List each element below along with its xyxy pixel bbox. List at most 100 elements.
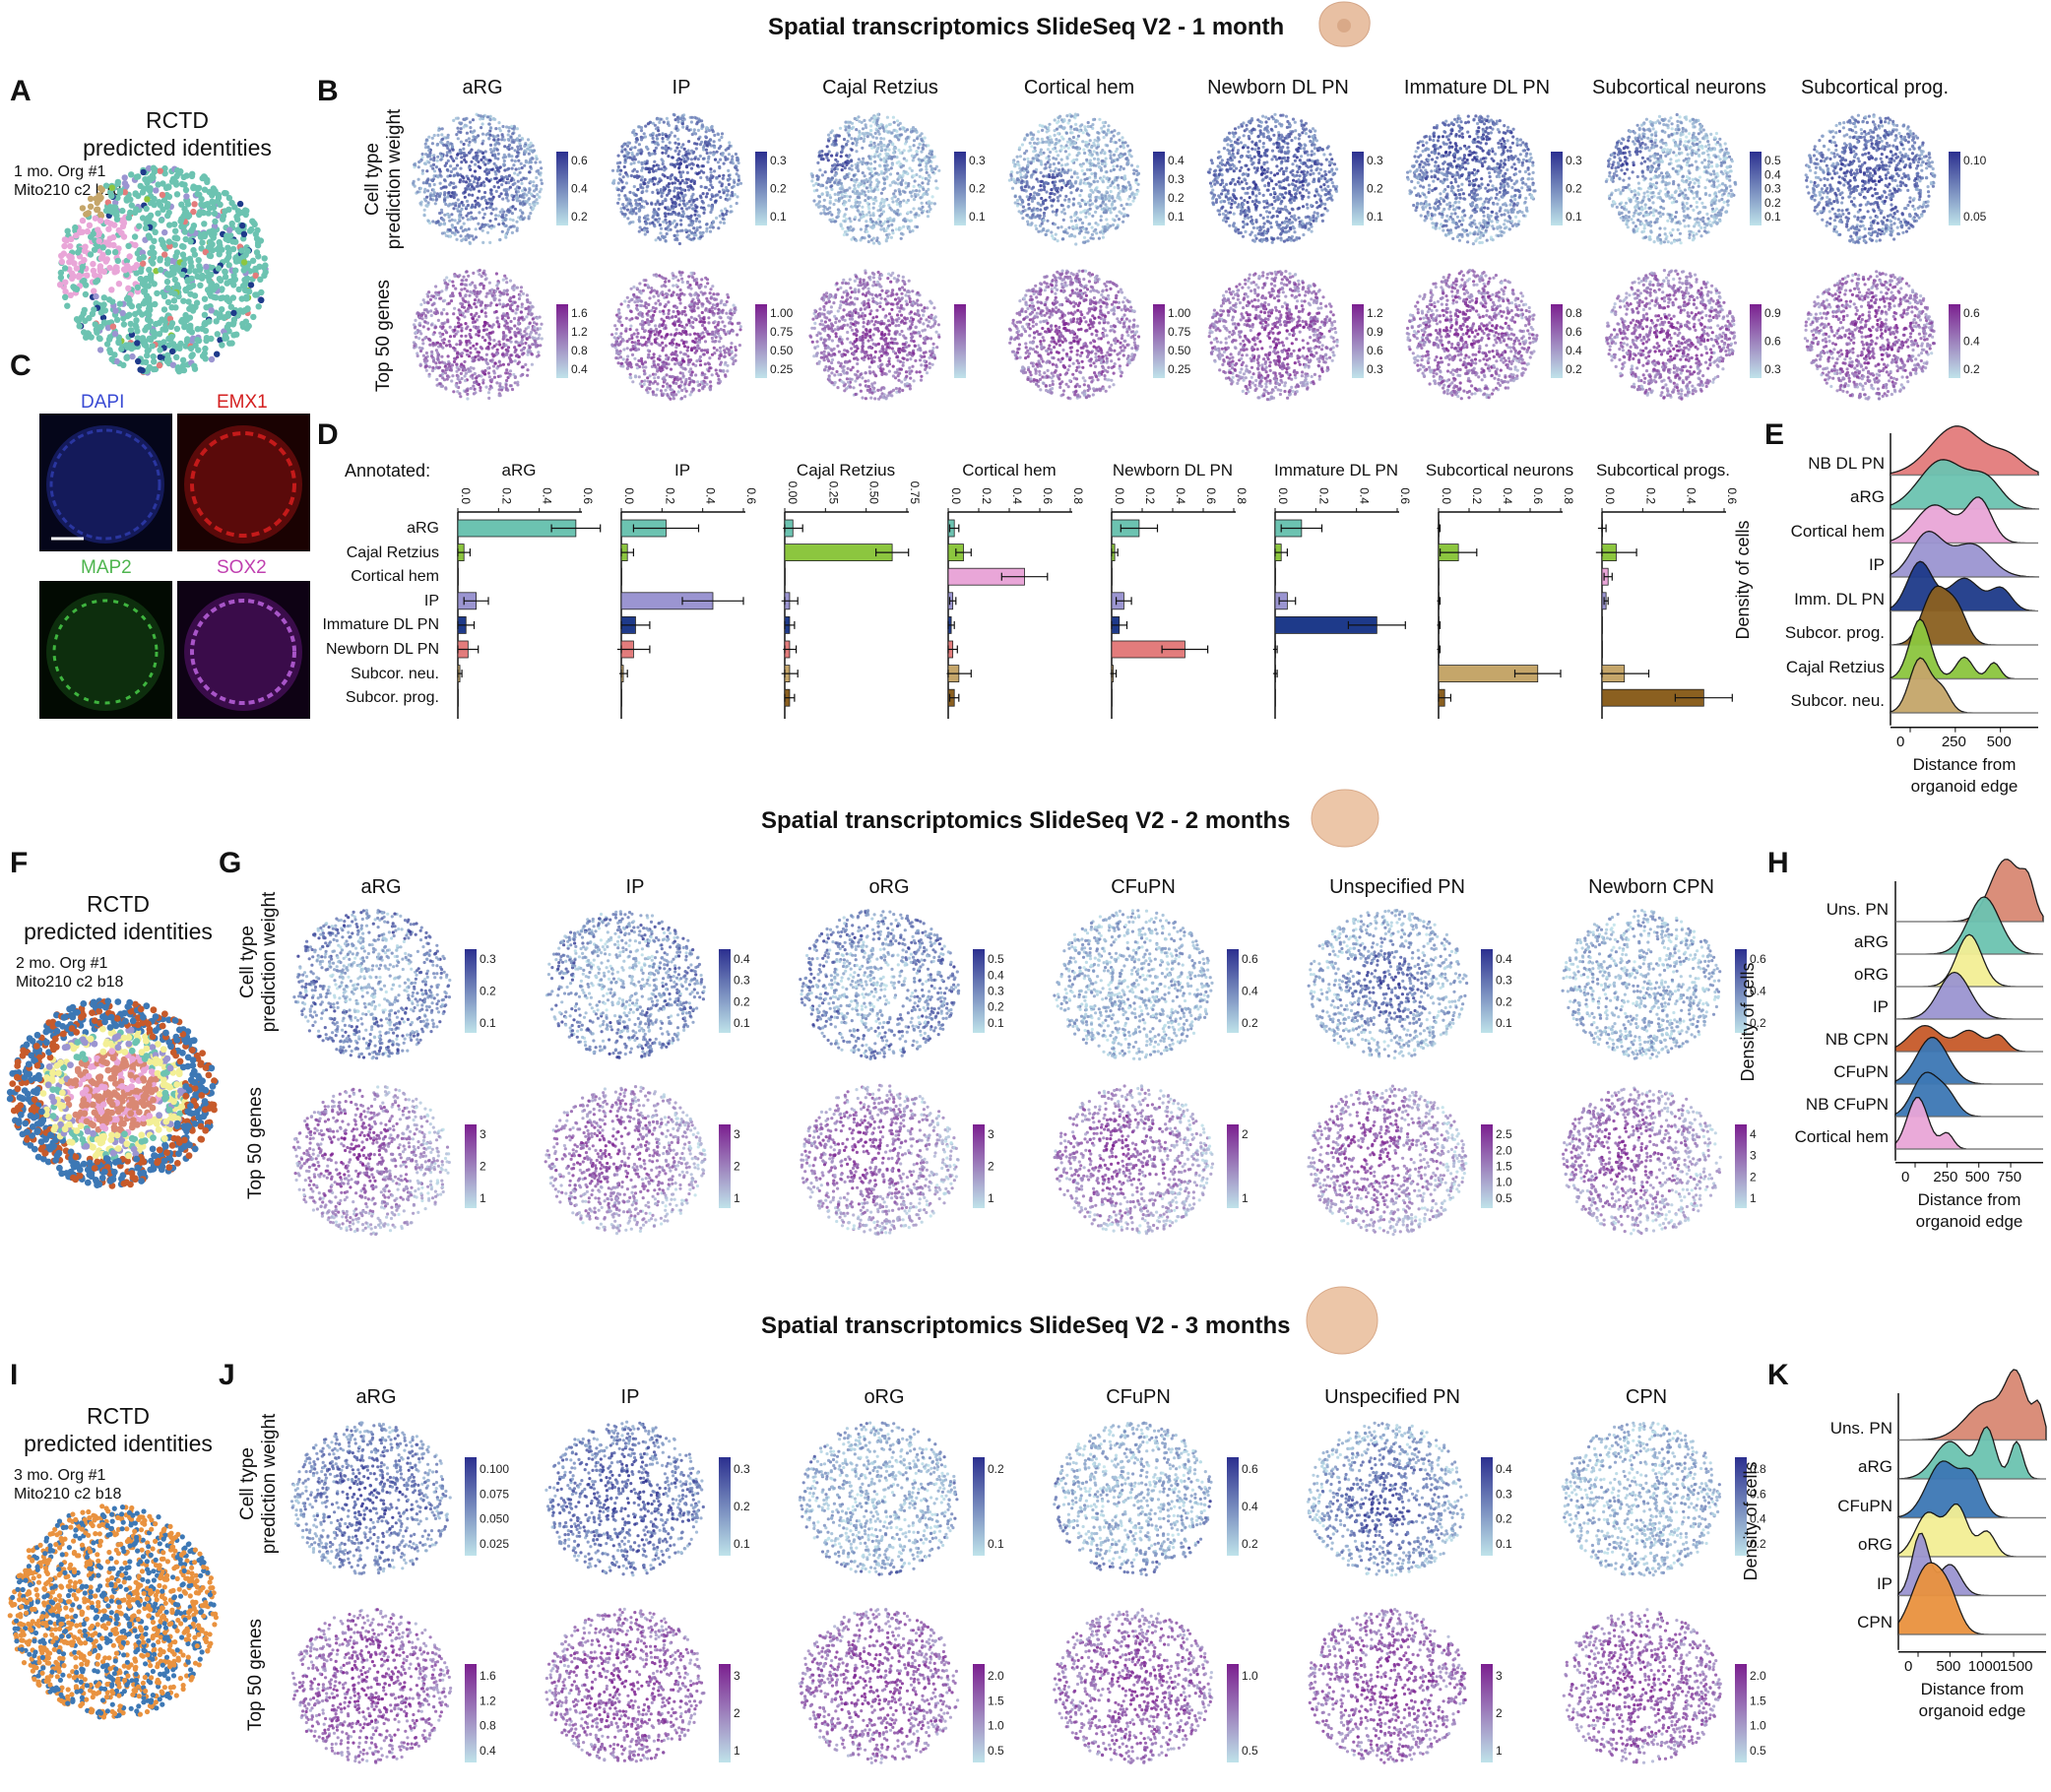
gene-map-g-4 — [1307, 1084, 1468, 1237]
gene-map-b-7 — [1803, 270, 1936, 401]
bar-chart-d-0: 0.0 0.2 0.4 0.6 — [457, 487, 602, 719]
if-label-emx1: EMX1 — [217, 392, 268, 414]
weight-map-g-0 — [292, 909, 452, 1060]
tick-label-d: 0.6 — [1041, 487, 1055, 504]
row-label-d-5: Newborn DL PN — [326, 641, 439, 659]
ridge-e-label-2: Cortical hem — [1791, 522, 1885, 542]
svg-text:1.6: 1.6 — [571, 306, 588, 320]
panel-letter-d: D — [317, 418, 339, 452]
gene-colorbar-b-3: 1.000.750.500.25 — [1153, 304, 1191, 378]
if-label-sox2: SOX2 — [217, 557, 267, 579]
weight-map-g-3 — [1053, 909, 1214, 1061]
tick-label-d: 0.0 — [459, 487, 473, 504]
if-image-emx1 — [177, 414, 310, 551]
tick-label-d: 0.25 — [826, 481, 840, 505]
bar-chart-d-3: 0.0 0.2 0.4 0.6 0.8 — [946, 487, 1085, 719]
section-title-1-month: Spatial transcriptomics SlideSeq V2 - 1 … — [768, 14, 1284, 41]
svg-text:0.8: 0.8 — [571, 344, 588, 357]
tick-label-d: 0.2 — [1470, 487, 1484, 504]
title-g-1: IP — [561, 876, 709, 899]
rctd-title-line1: RCTD — [10, 1402, 226, 1430]
row-label-d-2: Cortical hem — [351, 568, 439, 586]
weight-colorbar-g-0: 0.30.20.1 — [465, 949, 496, 1033]
row-label-top50-b: Top 50 genes — [373, 257, 395, 415]
ridge-k-tick-0: 0 — [1904, 1658, 1912, 1675]
gene-map-b-0 — [412, 268, 544, 401]
weight-map-b-0 — [412, 112, 544, 245]
row-label-line1: Cell type — [237, 1385, 259, 1582]
gene-map-j-4 — [1308, 1608, 1467, 1764]
title-j-5: CPN — [1568, 1386, 1725, 1409]
gene-map-j-1 — [545, 1607, 706, 1763]
ridge-e-label-3: IP — [1869, 555, 1885, 575]
ridge-e-label-4: Imm. DL PN — [1794, 590, 1885, 609]
annotated-label: Annotated: — [345, 461, 430, 481]
title-b-3: Cortical hem — [995, 77, 1163, 99]
bar-chart-d-6: 0.0 0.2 0.4 0.6 0.8 — [1437, 487, 1575, 719]
panel-letter-c: C — [10, 350, 32, 383]
svg-text:0.2: 0.2 — [770, 182, 787, 196]
rctd-sub-f: 2 mo. Org #1 Mito210 c2 b18 — [16, 954, 123, 992]
if-image-dapi — [39, 414, 172, 551]
bar-d — [620, 567, 622, 586]
weight-map-j-2 — [798, 1421, 959, 1576]
weight-map-g-4 — [1307, 909, 1469, 1060]
weight-map-j-3 — [1053, 1421, 1213, 1577]
weight-map-b-4 — [1206, 112, 1339, 244]
ridge-h-label-2: oRG — [1854, 965, 1889, 985]
bar-chart-d-2: 0.00 0.25 0.50 0.75 — [781, 481, 922, 719]
gene-map-j-3 — [1053, 1608, 1214, 1764]
rctd-scatter-a — [56, 164, 269, 376]
panel-letter-k: K — [1767, 1359, 1789, 1392]
svg-text:0.1: 0.1 — [770, 210, 787, 224]
title-b-5: Immature DL PN — [1393, 77, 1561, 99]
weight-colorbar-b-7: 0.100.05 — [1949, 152, 1987, 225]
row-label-d-0: aRG — [407, 520, 439, 538]
row-label-line2: prediction weight — [384, 81, 406, 278]
weight-map-b-7 — [1804, 113, 1937, 245]
tick-label-d: 0.2 — [1316, 487, 1330, 504]
gene-colorbar-j-3: 1.00.5 — [1227, 1664, 1258, 1762]
ridge-e-ridge-1 — [1890, 459, 2039, 510]
weight-map-b-1 — [610, 112, 743, 246]
ridge-e-label-7: Subcor. neu. — [1791, 691, 1885, 711]
tick-label-d: 0.0 — [949, 487, 963, 504]
tick-label-d: 0.0 — [622, 487, 636, 504]
bar-d — [457, 567, 459, 586]
ridge-h-xlabel-2: organoid edge — [1900, 1212, 2038, 1232]
weight-colorbar-b-2: 0.30.20.1 — [954, 152, 986, 225]
weight-map-b-2 — [809, 112, 941, 245]
gene-map-g-0 — [292, 1085, 451, 1237]
tick-label-d: 0.50 — [867, 481, 881, 505]
tick-label-d: 0.4 — [1010, 487, 1024, 504]
bar-d — [1601, 640, 1603, 659]
panel-letter-h: H — [1767, 847, 1789, 880]
svg-text:0.4: 0.4 — [571, 182, 588, 196]
ridge-k-xlabel-1: Distance from — [1903, 1680, 2041, 1699]
title-b-7: Subcortical prog. — [1791, 77, 1958, 99]
row-label-d-7: Subcor. prog. — [346, 689, 439, 707]
row-label-weight-j: Cell type prediction weight — [237, 1385, 281, 1582]
organoid-icon-2 — [1311, 789, 1379, 848]
ridge-k-label-3: oRG — [1858, 1535, 1892, 1555]
title-b-0: aRG — [399, 77, 566, 99]
weight-colorbar-g-1: 0.40.30.20.1 — [719, 949, 750, 1033]
weight-colorbar-g-3: 0.60.40.2 — [1227, 949, 1258, 1033]
weight-map-j-4 — [1306, 1421, 1468, 1577]
row-label-d-4: Immature DL PN — [322, 616, 439, 634]
ridge-h-ridge-4 — [1894, 1024, 2043, 1053]
rctd-scatter-i — [7, 1504, 219, 1720]
ridge-h-ridge-7 — [1894, 1097, 2043, 1150]
ridge-h-tick-0: 0 — [1901, 1169, 1909, 1185]
svg-text:0.3: 0.3 — [770, 154, 787, 167]
organoid-icon-3 — [1306, 1286, 1378, 1355]
ridge-h-ridges — [1894, 859, 2044, 1168]
row-label-top50-j: Top 50 genes — [245, 1601, 267, 1749]
svg-text:0.2: 0.2 — [571, 210, 588, 224]
tick-label-d: 0.2 — [499, 487, 513, 504]
weight-map-g-5 — [1561, 909, 1722, 1060]
panel-letter-f: F — [10, 847, 28, 880]
row-label-line2: prediction weight — [259, 1385, 281, 1582]
section-title-3-months: Spatial transcriptomics SlideSeq V2 - 3 … — [761, 1312, 1290, 1340]
bar-chart-d-7: 0.0 0.2 0.4 0.6 — [1595, 487, 1739, 719]
